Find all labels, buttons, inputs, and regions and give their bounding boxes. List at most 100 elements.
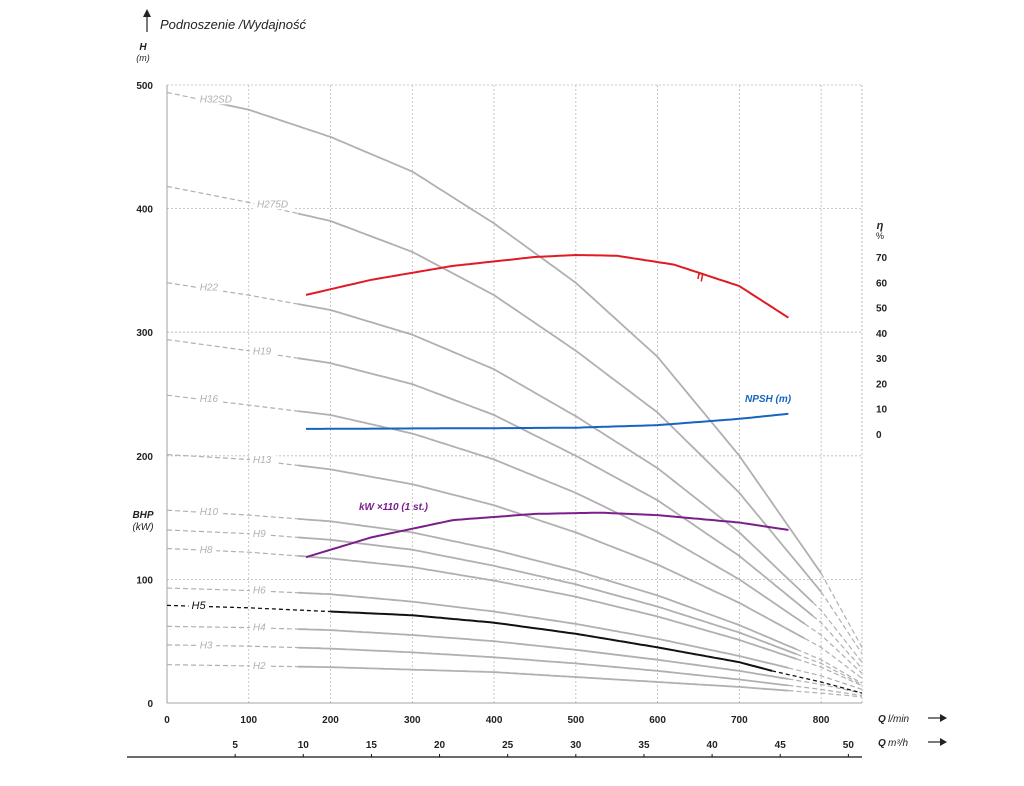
pump-curve-h275d-dashed [166, 185, 298, 215]
pump-curve-h8-tail [796, 658, 863, 687]
right-tick-label: 0 [876, 430, 882, 441]
pump-curve-label-h22: H22 [200, 283, 219, 294]
y-tick-label: 400 [136, 205, 153, 216]
pump-curve-h19 [297, 357, 814, 617]
h5-label-bg [188, 598, 209, 611]
x-axis-unit: l/min [888, 714, 910, 725]
x-tick-label: 800 [813, 715, 830, 726]
pump-curve-h4-tail [788, 678, 863, 694]
right-axis-unit: % [876, 231, 884, 241]
pump-curve-label-bg [249, 453, 277, 466]
right-tick-label: 70 [876, 253, 888, 264]
pump-curve-h32sd [211, 101, 822, 574]
pump-curve-h6-tail [788, 667, 863, 690]
pump-curve-h9-dashed [166, 529, 298, 538]
efficiency-label: η [697, 270, 704, 282]
pump-curve-h22-tail [812, 602, 863, 663]
x2-tick-label: 30 [570, 740, 582, 751]
pump-curve-h6 [297, 591, 789, 669]
power-curve [305, 511, 789, 559]
x-tick-label: 400 [486, 715, 503, 726]
pump-curve-h13-tail [804, 637, 863, 679]
x2-tick-label: 50 [843, 740, 855, 751]
y-tick-label: 300 [136, 328, 153, 339]
pump-curves: H32SD H275D H22 H19 H16 H13 H10 H9 H8 H6 H4 H3 H2 [166, 91, 863, 698]
pump-curve-h4 [297, 628, 789, 680]
pump-curve-h9 [297, 536, 797, 656]
pump-curve-h2-tail [788, 690, 863, 698]
x2-tick-label: 10 [298, 740, 310, 751]
x-axis-label: Q [878, 714, 886, 725]
pump-curve-label-h16: H16 [200, 394, 219, 405]
x2-tick-label: 40 [707, 740, 719, 751]
pump-curve-h8-dashed [166, 547, 298, 557]
pump-curve-h3-tail [788, 684, 863, 697]
right-tick-label: 10 [876, 405, 888, 416]
right-tick-label: 20 [876, 379, 888, 390]
right-tick-label: 60 [876, 278, 888, 289]
x2-axis-label: Q [878, 738, 886, 749]
pump-curve-h32sd-tail [820, 572, 863, 648]
pump-curve-h3 [297, 646, 789, 687]
pump-curve-h22-dashed [166, 282, 298, 305]
x2-axis-arrow-icon [928, 738, 947, 746]
x-axis-arrow-icon [928, 714, 947, 722]
h5-curve-tail [771, 670, 863, 694]
x2-tick-label: 45 [775, 740, 787, 751]
pump-curve-label-h3: H3 [200, 640, 213, 651]
pump-curve-h16-tail [804, 623, 863, 674]
y-axis-unit: (m) [136, 53, 150, 63]
pump-curve-h275d [297, 212, 822, 593]
pump-curve-h9-tail [796, 653, 863, 686]
pump-curve-label-bg [249, 583, 270, 596]
power-label: kW ×110 (1 st.) [359, 502, 429, 513]
pump-curve-label-bg [196, 392, 224, 405]
right-axis-ticks: 0 10 20 30 40 50 60 70 [876, 253, 888, 441]
pump-curve-h13-dashed [166, 454, 298, 466]
pump-curve-h10 [297, 517, 797, 651]
pump-curve-label-bg [249, 620, 270, 633]
pump-curve-h6-dashed [166, 587, 298, 594]
bhp-unit: (kW) [132, 522, 153, 533]
x-axis-ticks: 0 100 200 300 400 500 600 700 800 [164, 715, 830, 726]
pump-curve-h8 [297, 555, 797, 660]
y-tick-label: 0 [147, 699, 153, 710]
pump-curve-h10-tail [796, 648, 863, 684]
pump-curve-label-h9: H9 [253, 529, 266, 540]
efficiency-curve [305, 253, 789, 319]
npsh-curve [306, 412, 789, 430]
x-tick-label: 600 [649, 715, 666, 726]
pump-curve-label-bg [196, 542, 217, 555]
x2-tick-label: 20 [434, 740, 446, 751]
pump-curve-label-h6: H6 [253, 586, 266, 597]
x-tick-label: 700 [731, 715, 748, 726]
pump-curve-h3-dashed [166, 644, 298, 649]
pump-curve-h13 [297, 464, 806, 640]
pump-curve-h19-tail [812, 615, 863, 669]
x2-axis-unit: m³/h [888, 738, 908, 749]
npsh-label: NPSH (m) [745, 394, 792, 405]
x2-tick-label: 15 [366, 740, 378, 751]
x-tick-label: 0 [164, 715, 170, 726]
y-tick-label: 500 [136, 81, 153, 92]
pump-curve-label-bg [196, 280, 224, 293]
pump-curve-h2 [297, 665, 789, 692]
pump-curve-label-h2: H2 [253, 661, 266, 672]
pump-curve-label-h13: H13 [253, 455, 272, 466]
x2-tick-label: 35 [638, 740, 650, 751]
pump-curve-label-h32sd: H32SD [200, 94, 232, 105]
right-tick-label: 50 [876, 304, 888, 315]
pump-curve-label-h4: H4 [253, 623, 266, 634]
h5-label: H5 [192, 600, 207, 612]
pump-curve-h2-dashed [167, 664, 298, 668]
y-axis-label: H [139, 42, 147, 53]
x-tick-label: 200 [322, 715, 339, 726]
grid [166, 84, 863, 704]
pump-curve-label-h275d: H275D [257, 199, 288, 210]
pump-curve-label-h19: H19 [253, 346, 272, 357]
y-tick-label: 100 [136, 575, 153, 586]
characteristic-curves: H5 [166, 253, 863, 694]
x2-axis-ticks: 5 10 15 20 25 30 35 40 45 50 [232, 740, 854, 757]
chart-title: Podnoszenie /Wydajność [160, 17, 306, 32]
